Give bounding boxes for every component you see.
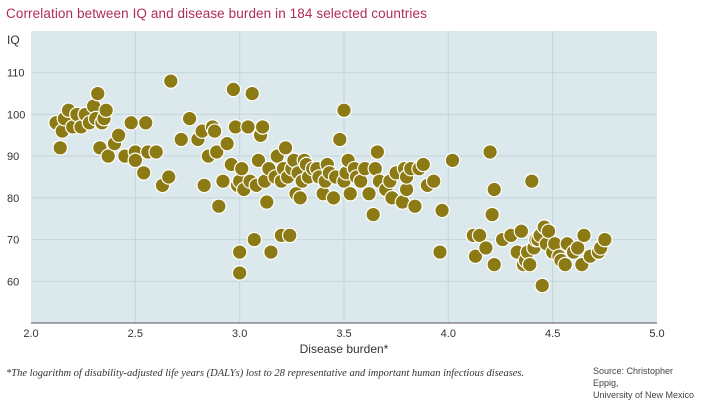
data-point [250, 152, 267, 169]
data-point [523, 173, 540, 189]
data-point [215, 173, 231, 189]
data-point [160, 169, 177, 185]
data-point [332, 131, 348, 148]
data-point [425, 173, 442, 189]
data-point [361, 185, 377, 202]
data-point [365, 206, 382, 223]
data-point [521, 256, 538, 273]
data-point [181, 110, 198, 127]
x-tick-label: 3.0 [232, 328, 247, 340]
data-point [196, 177, 212, 194]
y-tick-label: 100 [7, 109, 25, 121]
data-point [484, 206, 500, 223]
x-axis-label: Disease burden* [300, 342, 389, 356]
data-point [206, 123, 223, 139]
y-tick-label: 110 [7, 68, 25, 80]
data-point [576, 227, 592, 244]
data-point [52, 140, 69, 156]
chart-title: Correlation between IQ and disease burde… [6, 6, 427, 21]
data-point [534, 277, 551, 294]
data-point [486, 181, 503, 198]
x-tick-label: 4.0 [441, 328, 456, 340]
x-tick-label: 3.5 [336, 328, 351, 340]
data-point [263, 244, 279, 260]
data-point [281, 227, 298, 244]
data-point [100, 148, 117, 164]
data-point [98, 102, 114, 119]
data-point [569, 240, 586, 256]
data-point [233, 160, 250, 177]
data-point [369, 144, 386, 160]
data-point [89, 85, 106, 102]
data-point [163, 73, 179, 89]
source-line-2: University of New Mexico [593, 390, 695, 400]
y-axis-label: IQ [7, 33, 20, 47]
footnote: *The logarithm of disability-adjusted li… [6, 368, 525, 379]
data-point [110, 127, 127, 144]
data-point [173, 131, 190, 148]
data-point [540, 223, 557, 240]
data-point [557, 256, 573, 273]
data-point [336, 102, 352, 119]
source-credit: Source: Christopher Eppig, University of… [593, 365, 701, 401]
x-tick-label: 2.0 [23, 328, 38, 340]
data-point [407, 198, 423, 214]
data-point [434, 202, 450, 219]
data-point [486, 256, 503, 273]
data-point [137, 114, 154, 131]
data-point [415, 156, 432, 173]
y-tick-label: 70 [7, 235, 19, 247]
data-point [240, 119, 256, 135]
data-point [342, 185, 359, 202]
data-point [244, 85, 260, 102]
data-point [467, 248, 484, 265]
y-tick-label: 60 [7, 276, 19, 288]
data-point [123, 114, 139, 131]
y-tick-label: 80 [7, 193, 19, 205]
data-point [478, 240, 494, 256]
data-point [127, 152, 144, 169]
data-point [211, 198, 227, 214]
data-point [231, 265, 248, 281]
data-point [254, 119, 271, 135]
data-point [135, 165, 152, 181]
data-point [325, 190, 342, 206]
x-tick-label: 5.0 [649, 328, 664, 340]
data-point [258, 194, 275, 210]
source-line-1: Source: Christopher Eppig, [593, 366, 674, 388]
data-point [225, 81, 242, 98]
data-point [471, 227, 488, 244]
data-point [277, 140, 294, 156]
data-point [513, 223, 530, 240]
data-point [432, 244, 448, 260]
x-tick-label: 4.5 [545, 328, 560, 340]
data-point [292, 190, 308, 206]
data-point [148, 144, 164, 160]
data-point [231, 244, 248, 260]
data-point [246, 231, 263, 248]
data-point [597, 231, 613, 248]
x-tick-label: 2.5 [128, 328, 143, 340]
data-point [219, 135, 235, 152]
data-point [208, 144, 225, 160]
data-point [482, 144, 498, 160]
y-tick-label: 90 [7, 151, 19, 163]
data-point [444, 152, 461, 169]
